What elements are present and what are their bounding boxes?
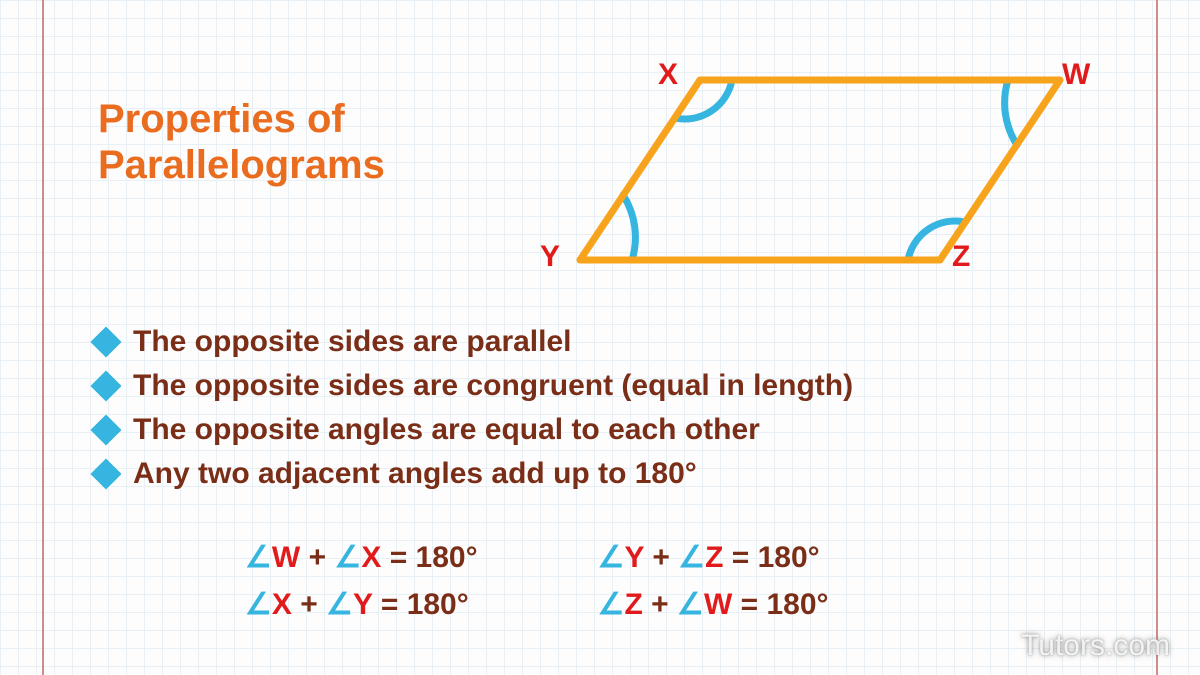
bullet-text: The opposite angles are equal to each ot…	[133, 413, 760, 447]
diamond-icon	[90, 458, 121, 489]
margin-line-right	[1156, 0, 1158, 675]
bullet-item: The opposite sides are congruent (equal …	[95, 369, 853, 403]
bullet-text: The opposite sides are parallel	[133, 325, 572, 359]
bullet-text: Any two adjacent angles add up to 180°	[133, 457, 697, 491]
equation: ∠W + ∠X = 180°	[245, 540, 478, 575]
vertex-label: Z	[952, 240, 970, 274]
diamond-icon	[90, 326, 121, 357]
equations-grid: ∠W + ∠X = 180° ∠Y + ∠Z = 180° ∠X + ∠Y = 18…	[245, 540, 829, 622]
equation: ∠Y + ∠Z = 180°	[598, 540, 829, 575]
page-title: Properties of Parallelograms	[98, 96, 385, 188]
vertex-label: Y	[540, 240, 560, 274]
vertex-label: W	[1062, 58, 1090, 92]
parallelogram-diagram: X W Y Z	[540, 40, 1100, 300]
diamond-icon	[90, 370, 121, 401]
bullet-list: The opposite sides are parallel The oppos…	[95, 325, 853, 501]
equation: ∠Z + ∠W = 180°	[598, 587, 829, 622]
bullet-item: The opposite sides are parallel	[95, 325, 853, 359]
equation: ∠X + ∠Y = 180°	[245, 587, 478, 622]
bullet-item: The opposite angles are equal to each ot…	[95, 413, 853, 447]
margin-line-left	[42, 0, 44, 675]
watermark: Tutors.com	[1021, 629, 1170, 663]
bullet-item: Any two adjacent angles add up to 180°	[95, 457, 853, 491]
bullet-text: The opposite sides are congruent (equal …	[133, 369, 853, 403]
vertex-label: X	[658, 58, 678, 92]
diamond-icon	[90, 414, 121, 445]
